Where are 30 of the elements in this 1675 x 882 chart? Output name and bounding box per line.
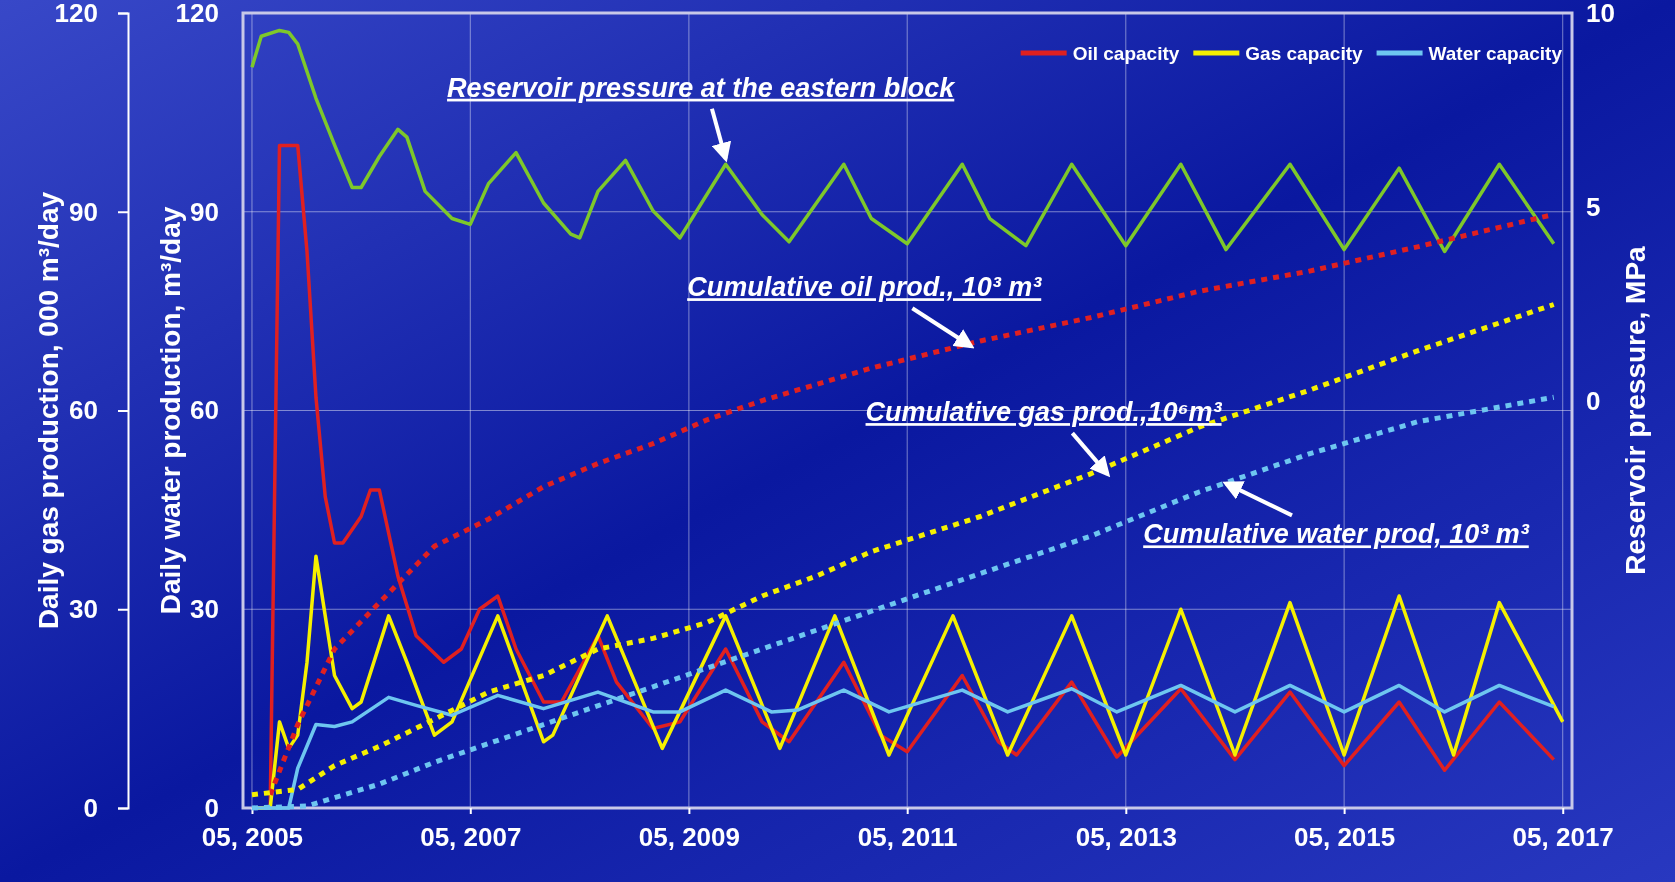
y3-tick-label: 90 — [69, 196, 98, 227]
y3-tick-label: 120 — [54, 0, 98, 28]
annotation: Cumulative water prod, 10³ m³ — [1143, 519, 1530, 550]
y-tick-label: 120 — [175, 0, 219, 28]
x-tick-label: 05, 2007 — [420, 822, 522, 853]
y-tick-label: 60 — [190, 395, 219, 426]
y2-axis-title: Reservoir pressure, MPa — [1620, 245, 1651, 575]
y-tick-label: 90 — [190, 196, 219, 227]
x-tick-label: 05, 2013 — [1075, 822, 1177, 853]
annotation: Cumulative oil prod., 10³ m³ — [687, 272, 1043, 303]
annotation: Reservoir pressure at the eastern block — [447, 72, 957, 103]
x-tick-label: 05, 2017 — [1512, 822, 1614, 853]
y2-tick-label: 0 — [1586, 385, 1601, 416]
annotation: Cumulative gas prod.,10⁶m³ — [865, 397, 1223, 428]
legend-label: Gas capacity — [1245, 43, 1363, 64]
x-tick-label: 05, 2009 — [638, 822, 740, 853]
y-axis-title: Daily water production, m³/day — [155, 206, 186, 615]
y3-axis-title: Daily gas production, 000 m³/day — [33, 191, 64, 630]
y2-tick-label: 5 — [1586, 191, 1601, 222]
x-tick-label: 05, 2005 — [201, 822, 304, 853]
legend-label: Water capacity — [1428, 43, 1563, 64]
x-tick-label: 05, 2011 — [857, 822, 958, 853]
y-tick-label: 0 — [204, 792, 219, 823]
x-tick-label: 05, 2015 — [1294, 822, 1396, 853]
y3-tick-label: 0 — [83, 792, 98, 823]
y-tick-label: 30 — [190, 594, 219, 625]
y3-tick-label: 30 — [69, 594, 98, 625]
y3-tick-label: 60 — [69, 395, 98, 426]
legend-label: Oil capacity — [1072, 43, 1180, 64]
y2-tick-label: 10 — [1586, 0, 1615, 28]
